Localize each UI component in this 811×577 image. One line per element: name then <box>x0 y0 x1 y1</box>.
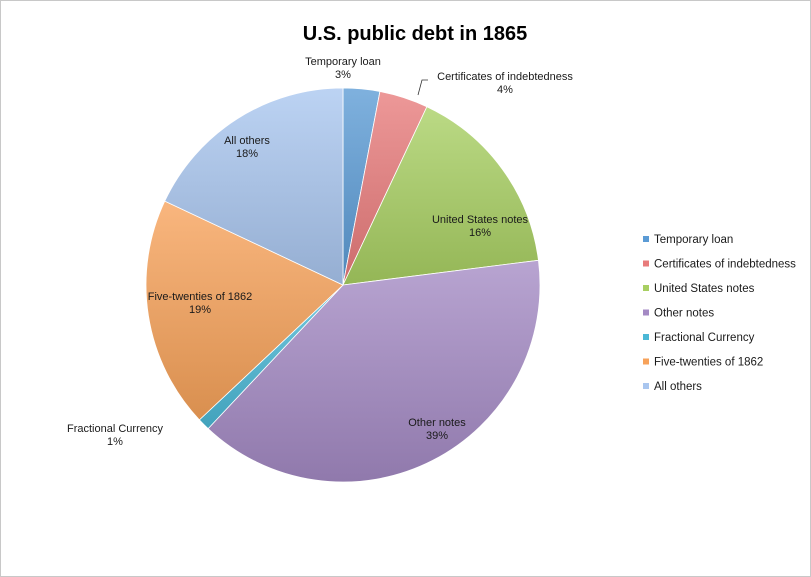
legend-swatch-all-others <box>643 383 649 389</box>
legend-swatch-temporary-loan <box>643 236 649 242</box>
pie-slice-united-states-notes <box>342 106 539 286</box>
slice-label-all-others: All others <box>224 135 270 147</box>
legend-label-temporary-loan: Temporary loan <box>654 234 733 246</box>
leader-lines <box>417 79 428 96</box>
leader-line-certificates <box>417 79 428 96</box>
pie-slices <box>145 87 541 483</box>
slice-label-fractional-currency: Fractional Currency <box>67 423 163 435</box>
legend: Temporary loan Certificates of indebtedne… <box>643 234 796 393</box>
legend-label-fractional-currency: Fractional Currency <box>654 332 755 344</box>
slice-value-certificates-of-indebtedness: 4% <box>497 84 513 96</box>
slice-value-temporary-loan: 3% <box>335 69 351 81</box>
legend-label-united-states-notes: United States notes <box>654 283 755 295</box>
pie-slice-other-notes <box>207 259 541 483</box>
legend-label-five-twenties-of-1862: Five-twenties of 1862 <box>654 357 763 369</box>
legend-swatch-fractional-currency <box>643 334 649 340</box>
legend-swatch-certificates-of-indebtedness <box>643 260 649 267</box>
slice-label-other-notes: Other notes <box>408 417 466 429</box>
slice-value-other-notes: 39% <box>426 430 448 442</box>
legend-label-certificates-of-indebtedness: Certificates of indebtedness <box>654 259 796 271</box>
legend-label-all-others: All others <box>654 381 702 393</box>
slice-value-united-states-notes: 16% <box>469 227 491 239</box>
slice-label-united-states-notes: United States notes <box>432 214 529 226</box>
legend-swatch-other-notes <box>643 309 649 316</box>
legend-label-other-notes: Other notes <box>654 308 714 320</box>
slice-value-five-twenties-of-1862: 19% <box>189 304 211 316</box>
legend-swatch-five-twenties-of-1862 <box>643 358 649 365</box>
slice-value-fractional-currency: 1% <box>107 436 123 448</box>
slice-label-five-twenties-of-1862: Five-twenties of 1862 <box>148 291 253 303</box>
legend-swatch-united-states-notes <box>643 285 649 291</box>
slice-label-temporary-loan: Temporary loan <box>305 56 381 68</box>
slice-label-certificates-of-indebtedness: Certificates of indebtedness <box>437 71 573 83</box>
slice-value-all-others: 18% <box>236 148 258 160</box>
pie-slice-all-others <box>164 87 344 286</box>
chart-title: U.S. public debt in 1865 <box>303 23 528 45</box>
pie-slice-five-twenties-of-1862 <box>145 200 344 421</box>
